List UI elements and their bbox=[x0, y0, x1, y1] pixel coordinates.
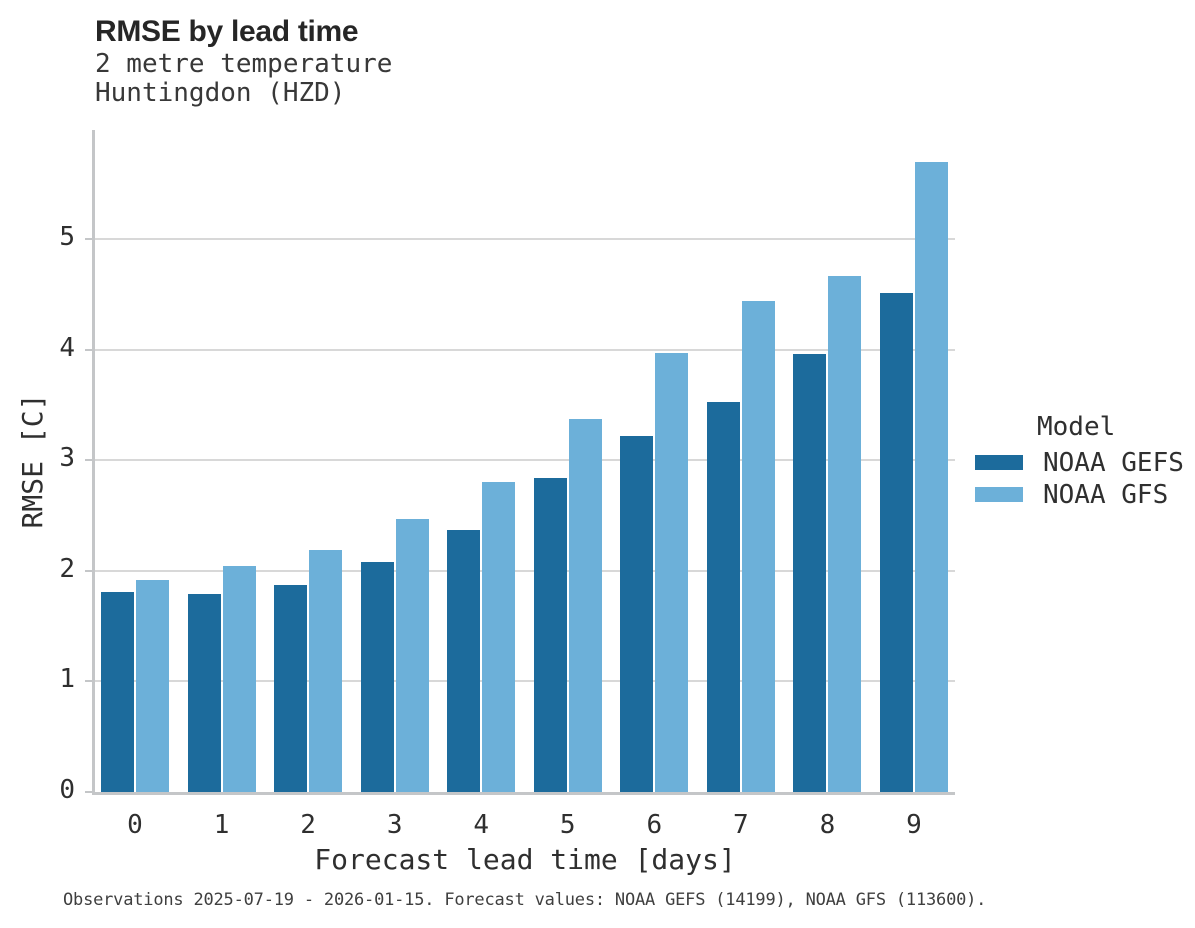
gridline-y-5 bbox=[95, 238, 955, 241]
legend-label-noaa-gefs: NOAA GEFS bbox=[1043, 448, 1184, 478]
bar-noaa-gfs-lead-3 bbox=[395, 518, 429, 792]
bar-noaa-gfs-lead-9 bbox=[914, 161, 948, 792]
x-tick-label-2: 2 bbox=[300, 810, 316, 840]
bar-noaa-gefs-lead-5 bbox=[533, 477, 567, 792]
bar-noaa-gfs-lead-5 bbox=[568, 419, 602, 792]
y-axis-line bbox=[92, 130, 95, 795]
x-tick-label-1: 1 bbox=[213, 810, 230, 840]
bar-noaa-gefs-lead-1 bbox=[187, 594, 221, 792]
x-axis-line bbox=[92, 792, 955, 795]
title-block: RMSE by lead time 2 metre temperature Hu… bbox=[95, 14, 392, 108]
x-axis-title: Forecast lead time [days] bbox=[314, 843, 736, 876]
y-tick-3 bbox=[85, 459, 93, 462]
y-tick-label-2: 2 bbox=[59, 553, 75, 584]
bar-noaa-gefs-lead-7 bbox=[706, 401, 740, 792]
legend-swatch-noaa-gefs bbox=[975, 455, 1023, 470]
y-tick-label-5: 5 bbox=[59, 222, 75, 253]
chart-subtitle-variable: 2 metre temperature bbox=[95, 49, 393, 79]
bar-noaa-gefs-lead-9 bbox=[879, 293, 913, 792]
bar-noaa-gfs-lead-8 bbox=[828, 275, 862, 792]
y-tick-label-4: 4 bbox=[59, 332, 75, 363]
x-tick-label-6: 6 bbox=[646, 810, 663, 840]
y-tick-label-0: 0 bbox=[59, 775, 75, 805]
legend-label-noaa-gfs: NOAA GFS bbox=[1043, 480, 1169, 510]
bar-noaa-gefs-lead-8 bbox=[793, 354, 827, 792]
footer-note: Observations 2025-07-19 - 2026-01-15. Fo… bbox=[63, 890, 987, 910]
bar-noaa-gefs-lead-0 bbox=[101, 591, 134, 792]
bar-noaa-gefs-lead-3 bbox=[360, 562, 394, 792]
bar-noaa-gefs-lead-6 bbox=[620, 435, 654, 792]
chart-title: RMSE by lead time bbox=[95, 15, 359, 48]
bar-noaa-gfs-lead-0 bbox=[136, 579, 169, 792]
bar-noaa-gfs-lead-7 bbox=[741, 301, 775, 792]
x-tick-label-8: 8 bbox=[819, 810, 836, 840]
legend-swatch-noaa-gfs bbox=[975, 487, 1023, 502]
y-tick-5 bbox=[85, 238, 93, 241]
x-tick-label-5: 5 bbox=[559, 810, 576, 840]
y-tick-2 bbox=[85, 569, 93, 572]
chart-subtitle-station: Huntingdon (HZD) bbox=[95, 78, 346, 108]
y-tick-4 bbox=[85, 348, 93, 351]
bar-noaa-gefs-lead-2 bbox=[274, 585, 308, 792]
y-tick-label-3: 3 bbox=[59, 443, 75, 474]
x-tick-label-7: 7 bbox=[733, 810, 749, 840]
x-tick-label-0: 0 bbox=[127, 810, 143, 840]
y-tick-1 bbox=[85, 680, 93, 683]
x-tick-label-3: 3 bbox=[386, 810, 403, 840]
gridline-y-1 bbox=[95, 680, 955, 683]
legend-title: Model bbox=[1037, 412, 1116, 442]
bar-noaa-gfs-lead-2 bbox=[309, 549, 343, 792]
gridline-y-4 bbox=[95, 348, 955, 351]
x-tick-label-4: 4 bbox=[473, 810, 490, 840]
plot-panel bbox=[92, 130, 955, 795]
gridline-y-3 bbox=[95, 459, 955, 462]
gridline-y-2 bbox=[95, 569, 955, 572]
bar-noaa-gfs-lead-6 bbox=[655, 353, 689, 792]
y-tick-0 bbox=[85, 791, 93, 793]
y-tick-label-1: 1 bbox=[59, 664, 75, 695]
bar-noaa-gefs-lead-4 bbox=[447, 529, 481, 792]
bar-noaa-gfs-lead-1 bbox=[222, 566, 256, 792]
x-tick-label-9: 9 bbox=[906, 810, 922, 840]
bar-noaa-gfs-lead-4 bbox=[482, 482, 516, 792]
